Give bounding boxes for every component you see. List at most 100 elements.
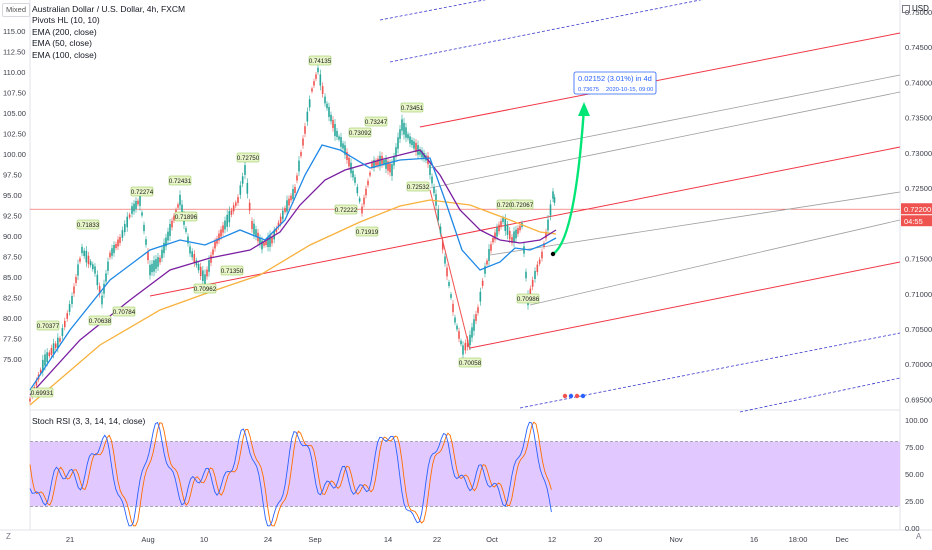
chart-title: Australian Dollar / U.S. Dollar, 4h, FXC… xyxy=(32,4,186,14)
left-axis-tick-label: 97.50 xyxy=(3,171,22,180)
candle-body xyxy=(275,228,278,232)
candle-body xyxy=(137,200,139,205)
candle-body xyxy=(105,273,107,282)
pivot-label-text: 0.70058 xyxy=(459,360,482,367)
candle-body xyxy=(235,202,237,206)
projection-label-price: 0.73675 xyxy=(578,87,599,93)
candle-body xyxy=(248,202,251,211)
currency-label[interactable]: USD xyxy=(902,4,929,13)
candle-body xyxy=(117,239,119,247)
countdown-text: 04:55 xyxy=(904,217,923,226)
candle-body xyxy=(290,195,292,201)
pivot-label-text: 0.72532 xyxy=(407,184,430,191)
candle-body xyxy=(59,338,61,342)
candle-body xyxy=(358,198,361,202)
pivot-label-text: 0.70377 xyxy=(37,323,60,330)
left-axis-tick-label: 110.00 xyxy=(3,68,25,77)
candle-body xyxy=(431,176,433,184)
candle-body xyxy=(185,228,187,232)
candle-body xyxy=(401,119,403,131)
candle-body xyxy=(536,264,539,273)
candle-body xyxy=(85,250,88,263)
indicator-ema50-label[interactable]: EMA (50, close) xyxy=(32,38,92,49)
candle-body xyxy=(315,74,317,79)
zoom-corner-label[interactable]: Z xyxy=(6,532,11,541)
time-axis-label: 22 xyxy=(433,535,441,544)
candle-body xyxy=(286,200,288,212)
right-axis-tick-label: 0.74000 xyxy=(905,78,932,87)
candle-body xyxy=(332,119,334,129)
indicator-ema200-label[interactable]: EMA (200, close) xyxy=(32,26,97,37)
candle-body xyxy=(42,359,44,372)
candle-body xyxy=(508,230,511,240)
candle-body xyxy=(403,122,405,135)
scale-mode-button[interactable]: Mixed xyxy=(2,3,30,17)
candle-body xyxy=(413,141,415,149)
rsi-axis-tick-label: 75.00 xyxy=(905,443,924,452)
pivot-label-box xyxy=(510,199,534,210)
candle-body xyxy=(365,188,367,196)
event-marker xyxy=(580,393,586,399)
left-axis-tick-label: 77.50 xyxy=(3,335,22,344)
candle-body xyxy=(44,354,46,366)
candle-body xyxy=(96,274,99,286)
candle-body xyxy=(419,149,421,155)
candle-body xyxy=(89,261,92,266)
candle-body xyxy=(87,255,90,265)
countdown-badge xyxy=(901,215,932,227)
pivot-label: 0.72532 xyxy=(406,181,430,192)
rsi-axis-tick-label: 25.00 xyxy=(905,497,924,506)
pivot-label: 0.72274 xyxy=(130,186,154,197)
candle-body xyxy=(101,295,103,305)
pivot-label-box xyxy=(88,315,112,326)
candle-body xyxy=(515,229,517,239)
pitchfork-inner-line-1 xyxy=(429,74,901,169)
candle-body xyxy=(261,240,263,250)
candle-body xyxy=(61,327,64,337)
candle-body xyxy=(218,233,220,241)
candle-body xyxy=(111,248,113,256)
pivot-label-text: 0.74135 xyxy=(309,58,332,65)
candle-body xyxy=(52,343,55,354)
pivot-label-text: 0.73092 xyxy=(349,130,372,137)
pivot-label-text: 0.70784 xyxy=(113,309,136,316)
pivot-label: 0.69931 xyxy=(30,387,54,398)
candle-body xyxy=(145,239,147,245)
candle-body xyxy=(444,256,446,264)
pivot-label: 0.73247 xyxy=(364,116,388,127)
left-axis-tick-label: 100.00 xyxy=(3,150,26,159)
candle-body xyxy=(197,264,200,271)
candle-body xyxy=(143,224,145,232)
right-axis-tick-label: 0.69500 xyxy=(905,395,932,404)
candle-body xyxy=(475,314,477,321)
candle-body xyxy=(481,280,484,286)
candle-body xyxy=(488,249,490,261)
candle-body xyxy=(452,303,454,313)
auto-scale-corner-label[interactable]: A xyxy=(916,532,922,541)
pitchfork-inner-line-2 xyxy=(429,91,901,189)
candle-body xyxy=(161,249,163,259)
candle-body xyxy=(206,269,208,277)
candle-body xyxy=(77,264,79,276)
indicator-pivots-label[interactable]: Pivots HL (10, 10) xyxy=(32,15,100,26)
pivot-label-text: 0.70962 xyxy=(194,286,217,293)
candle-body xyxy=(473,319,475,331)
candle-body xyxy=(255,229,257,237)
candle-body xyxy=(107,261,109,271)
right-axis-tick-label: 0.74500 xyxy=(905,43,932,52)
stoch-rsi-band xyxy=(30,441,900,507)
candle-body xyxy=(195,260,198,266)
candle-body xyxy=(525,271,527,279)
indicator-ema100-label[interactable]: EMA (100, close) xyxy=(32,49,97,60)
candle-body xyxy=(153,260,155,272)
candle-body xyxy=(513,231,515,243)
candle-body xyxy=(109,252,111,258)
candle-body xyxy=(244,165,246,175)
stoch-rsi-legend[interactable]: Stoch RSI (3, 3, 14, 14, close) xyxy=(32,416,146,426)
candle-body xyxy=(441,240,444,250)
pivot-label-text: 0.72091 xyxy=(497,202,520,209)
candle-body xyxy=(506,225,509,235)
pivot-label-box xyxy=(112,306,136,317)
candle-body xyxy=(541,251,543,259)
